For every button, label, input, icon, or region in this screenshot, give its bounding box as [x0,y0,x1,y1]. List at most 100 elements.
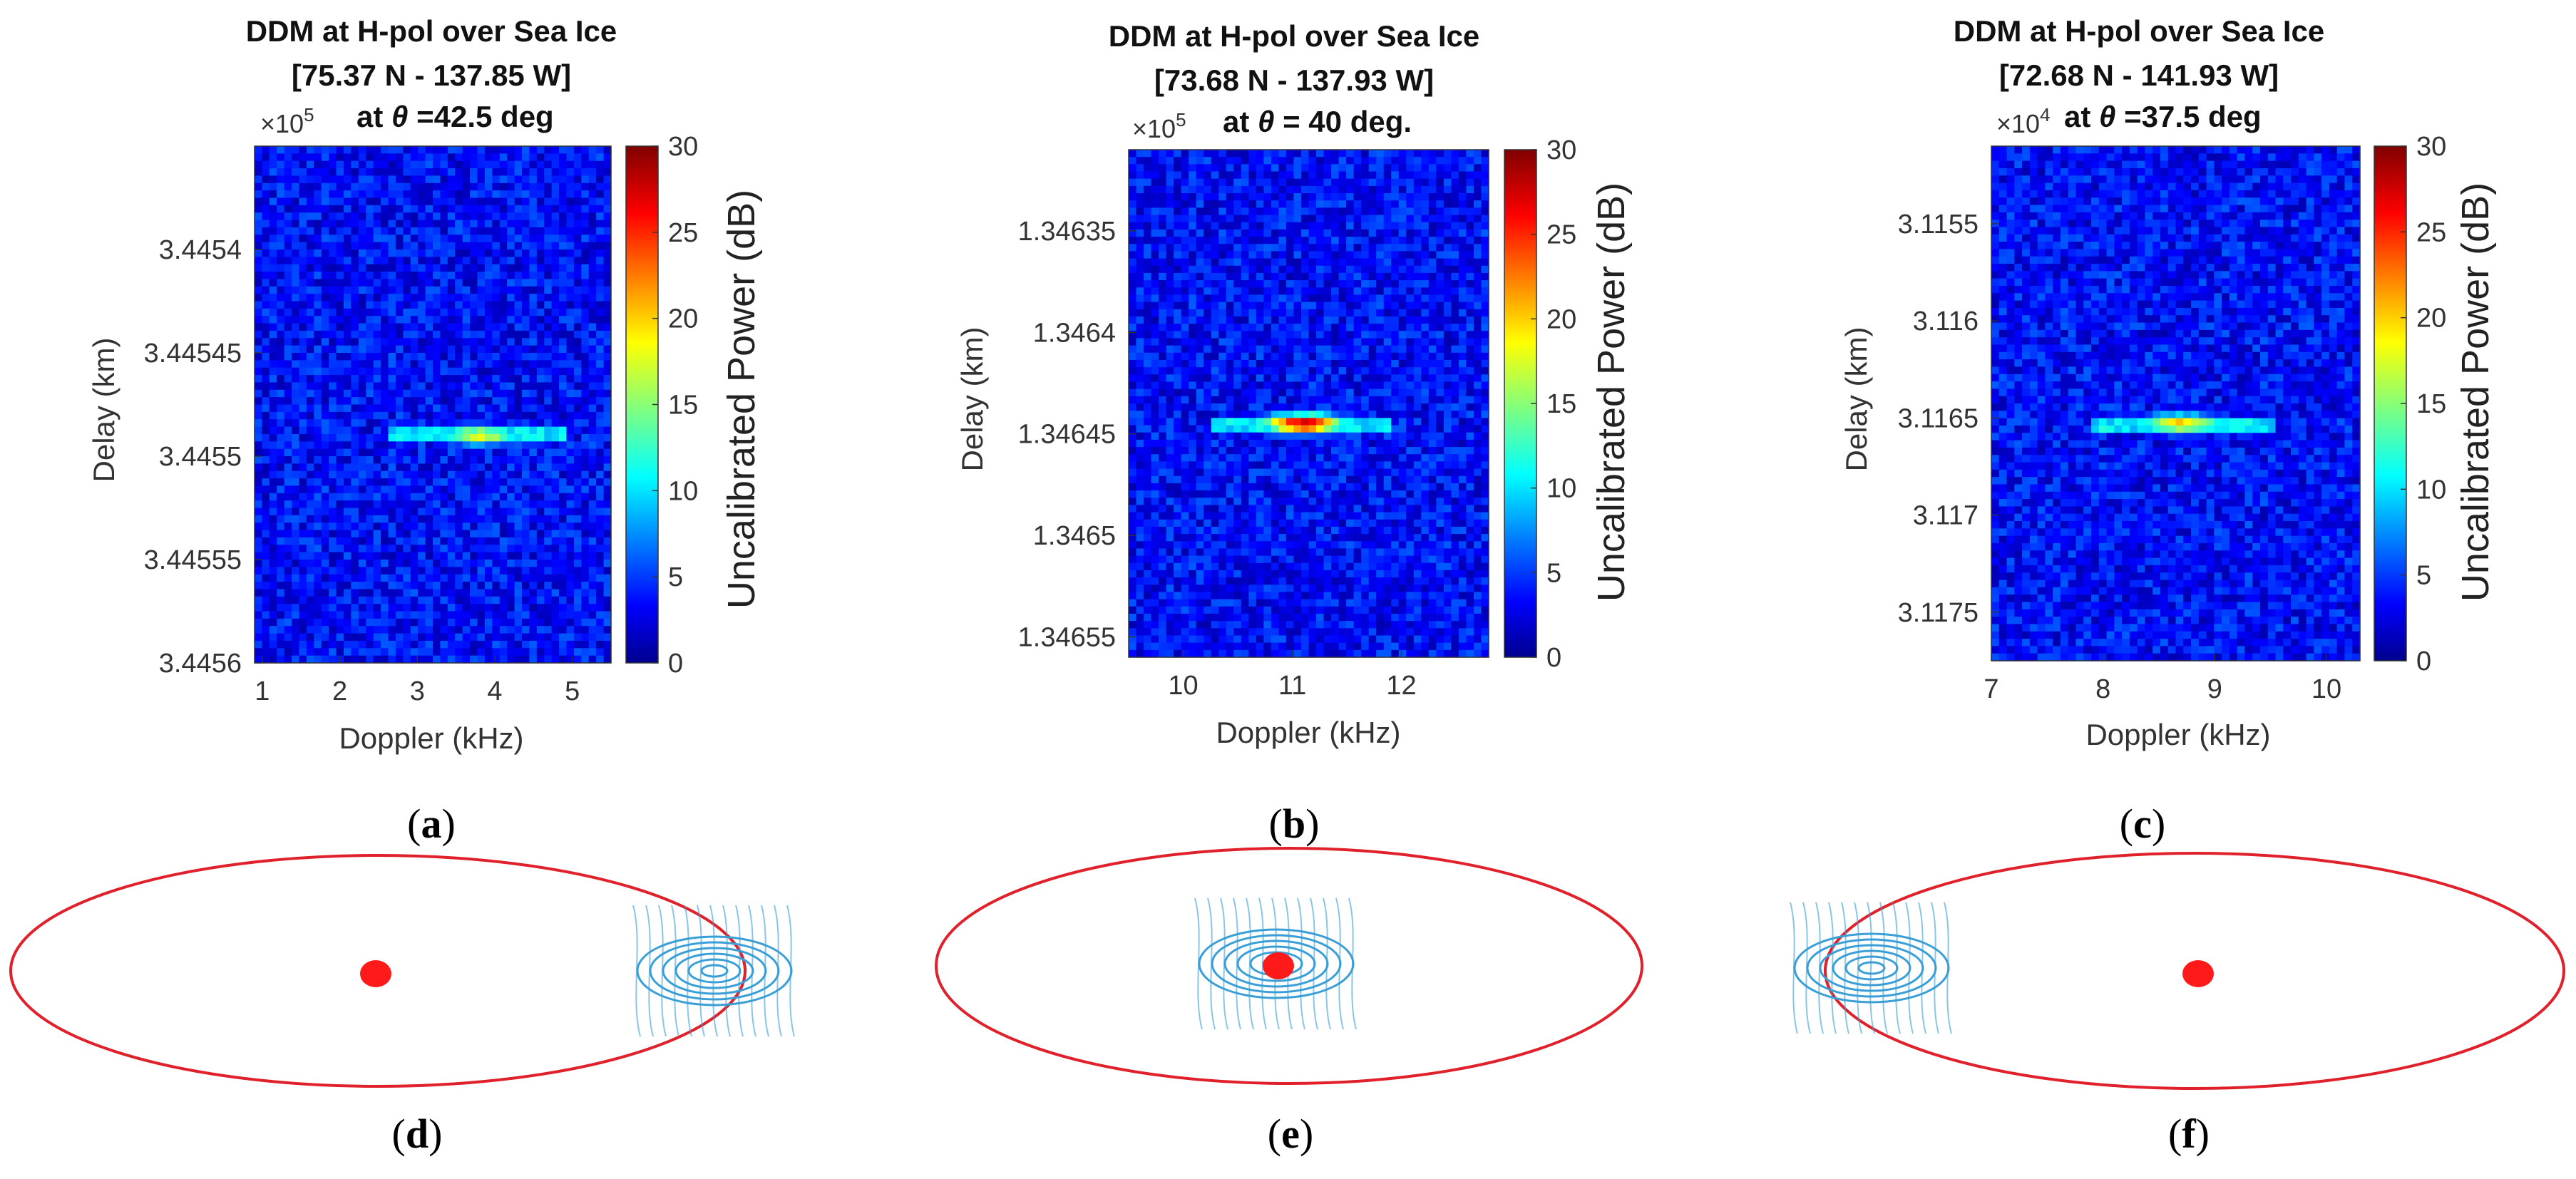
heatmap-cell [551,596,560,604]
heatmap-cell [1248,237,1257,244]
heatmap-cell [559,500,568,509]
heatmap-cell [306,655,314,664]
heatmap-cell [381,220,389,228]
heatmap-cell [588,397,597,406]
heatmap-cell [366,323,374,331]
heatmap-cell [1189,244,1197,252]
heatmap-cell [388,537,396,545]
heatmap-cell [1398,381,1407,390]
heatmap-cell [566,235,575,243]
heatmap-cell [284,249,292,257]
heatmap-cell [358,515,366,523]
heatmap-cell [1406,150,1415,158]
heatmap-cell [470,485,478,494]
heatmap-cell [566,323,575,331]
heatmap-cell [381,522,389,531]
heatmap-cell [373,190,381,199]
heatmap-cell [507,470,515,479]
heatmap-cell [596,463,605,472]
heatmap-cell [1428,272,1437,281]
heatmap-cell [470,375,478,383]
heatmap-cell [603,456,612,464]
heatmap-cell [373,227,381,235]
heatmap-cell [492,279,501,287]
heatmap-cell [1226,331,1234,339]
heatmap-cell [344,160,352,169]
heatmap-cell [603,640,612,649]
heatmap-cell [381,197,389,206]
heatmap-cell [499,633,508,642]
heatmap-cell [425,493,433,501]
heatmap-cell [1443,265,1452,274]
heatmap-cell [1473,374,1482,383]
heatmap-cell [1421,359,1430,368]
heatmap-cell [596,515,605,523]
heatmap-cell [1286,352,1295,361]
heatmap-cell [433,242,441,250]
heatmap-cell [299,567,307,575]
heatmap-cell [551,272,560,280]
heatmap-cell [1174,229,1182,237]
heatmap-cell [314,249,322,257]
heatmap-cell [381,316,389,324]
heatmap-cell [559,463,568,472]
heatmap-cell [269,560,277,567]
heatmap-cell [551,626,560,634]
heatmap-cell [1428,171,1437,180]
heatmap-cell [603,537,612,545]
heatmap-cell [262,582,270,590]
heatmap-cell [336,182,344,191]
heatmap-cell [1129,331,1137,339]
heatmap-cell [277,375,285,383]
heatmap-cell [292,257,300,265]
heatmap-cell [1263,200,1272,208]
heatmap-cell [292,530,300,538]
heatmap-cell [588,279,597,287]
heatmap-cell [292,604,300,612]
heatmap-cell [470,397,478,406]
heatmap-cell [440,249,448,257]
heatmap-cell [262,596,270,604]
heatmap-cell [1481,229,1489,237]
heatmap-cell [1436,280,1444,288]
heatmap-cell [381,470,389,479]
heatmap-cell [1466,237,1474,244]
heatmap-cell [1218,215,1227,223]
heatmap-cell [1263,309,1272,317]
heatmap-cell [1159,381,1167,390]
heatmap-cell [351,249,359,257]
heatmap-cell [336,485,344,494]
heatmap-cell [1300,294,1310,303]
heatmap-cell [1443,150,1452,158]
heatmap-cell [1466,309,1474,317]
heatmap-cell [1376,193,1385,201]
heatmap-cell [1300,178,1310,187]
heatmap-cell [447,382,456,391]
heatmap-cell [388,463,396,472]
heatmap-cell [292,235,300,243]
heatmap-cell [344,397,352,406]
heatmap-cell [373,618,381,627]
heatmap-cell [269,626,277,634]
heatmap-cell [373,626,381,634]
colorbar-tick-label: 15 [668,391,698,421]
heatmap-cell [1293,280,1302,288]
heatmap-cell [351,375,359,383]
heatmap-cell [1428,287,1437,296]
heatmap-cell [395,323,404,331]
heatmap-cell [1278,272,1287,281]
heatmap-cell [536,308,545,316]
heatmap-cell [1353,331,1362,339]
heatmap-cell [603,515,612,523]
heatmap-cell [1263,157,1272,165]
heatmap-cell [1263,316,1272,324]
heatmap-cell [507,441,515,450]
heatmap-cell [1466,345,1474,354]
heatmap-cell [1473,352,1482,361]
heatmap-cell [1181,324,1189,331]
heatmap-cell [1323,338,1332,346]
heatmap-cell [284,441,292,450]
heatmap-cell [1136,367,1144,375]
heatmap-cell [581,397,590,406]
heatmap-cell [544,530,553,538]
